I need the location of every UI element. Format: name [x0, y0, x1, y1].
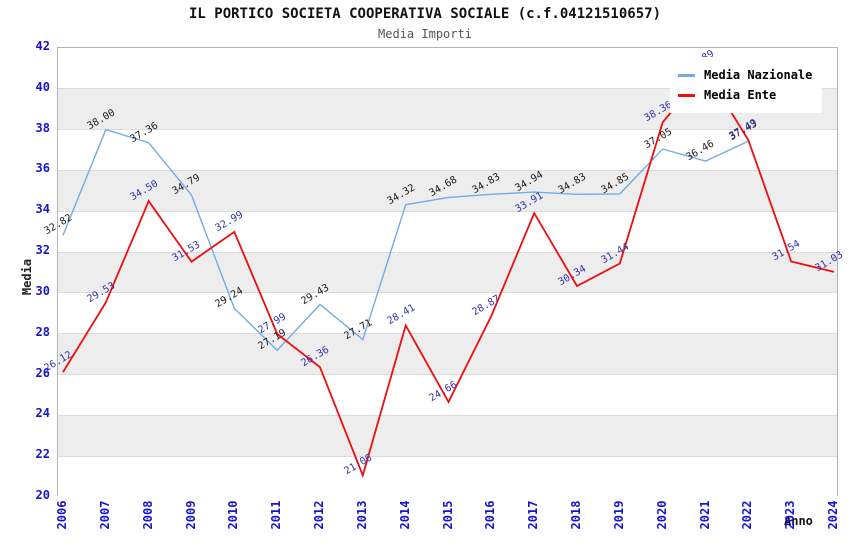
chart-title: IL PORTICO SOCIETA COOPERATIVA SOCIALE (… — [188, 6, 661, 22]
plot-band — [58, 415, 837, 457]
y-tick-label: 42 — [35, 39, 50, 53]
plot-area: 32.82 38.00 37.36 34.79 29.24 27.19 29.43 27.71… — [42, 47, 845, 497]
y-tick-label: 26 — [35, 365, 50, 380]
x-tick-label: 2021 — [697, 500, 712, 530]
gridline — [58, 129, 837, 131]
plot-band — [58, 333, 837, 375]
legend-item-media-ente: Media Ente — [678, 86, 812, 104]
legend-item-media-nazionale: Media Nazionale — [678, 66, 812, 84]
x-tick-label: 2015 — [440, 500, 455, 530]
y-tick-label: 34 — [35, 202, 50, 217]
legend-label-media-nazionale: Media Nazionale — [704, 68, 813, 82]
plot-band — [58, 456, 837, 497]
series-line-media-nazionale — [62, 128, 749, 352]
x-tick-label: 2006 — [55, 500, 69, 530]
x-tick-label: 2013 — [354, 500, 369, 530]
y-tick-label: 22 — [35, 447, 50, 462]
plot-band — [58, 211, 837, 253]
x-tick-label: 2017 — [526, 500, 541, 530]
y-tick-label: 36 — [35, 161, 50, 176]
gridline — [58, 374, 837, 376]
gridline — [58, 251, 837, 253]
plot-band — [58, 252, 837, 293]
x-tick-label: 2024 — [826, 500, 840, 530]
x-tick-label: 2014 — [397, 500, 412, 530]
legend: Media Nazionale Media Ente — [670, 57, 823, 113]
x-tick-label: 2010 — [226, 500, 241, 530]
plot-band — [58, 292, 837, 334]
x-tick-label: 2019 — [611, 500, 626, 530]
y-tick-label: 30 — [35, 283, 50, 298]
x-tick-label: 2008 — [140, 500, 155, 530]
series-lines — [62, 69, 835, 479]
gridline — [58, 455, 837, 457]
y-tick-label: 38 — [35, 120, 50, 135]
plot-band — [58, 129, 837, 171]
y-tick-label: 20 — [35, 488, 50, 502]
y-tick-label: 32 — [35, 243, 50, 258]
x-tick-label: 2016 — [483, 500, 498, 530]
x-tick-label: 2023 — [783, 500, 798, 530]
plot-band — [58, 374, 837, 416]
gridline — [58, 88, 837, 90]
chart-subtitle: Media Importi — [378, 27, 472, 41]
x-tick-label: 2012 — [312, 500, 326, 530]
x-tick-label: 2011 — [269, 500, 284, 530]
gridline — [58, 333, 837, 335]
x-tick-label: 2007 — [97, 500, 112, 530]
y-tick-label: 40 — [35, 79, 50, 94]
y-tick-label: 24 — [35, 406, 50, 421]
x-tick-label: 2022 — [740, 500, 755, 530]
x-tick-label: 2018 — [569, 500, 583, 530]
x-tick-label: 2020 — [654, 500, 669, 530]
gridline — [58, 292, 837, 294]
legend-label-media-ente: Media Ente — [704, 88, 777, 102]
x-tick-label: 2009 — [183, 500, 198, 530]
y-tick-label: 28 — [35, 324, 50, 339]
gridline — [58, 414, 837, 416]
x-axis-title: Anno — [784, 514, 813, 528]
series-line-media-ente — [62, 69, 835, 479]
gridline — [58, 169, 837, 171]
legend-swatch-media-nazionale — [678, 73, 695, 77]
gridline — [58, 210, 837, 212]
legend-swatch-media-ente — [678, 93, 695, 97]
